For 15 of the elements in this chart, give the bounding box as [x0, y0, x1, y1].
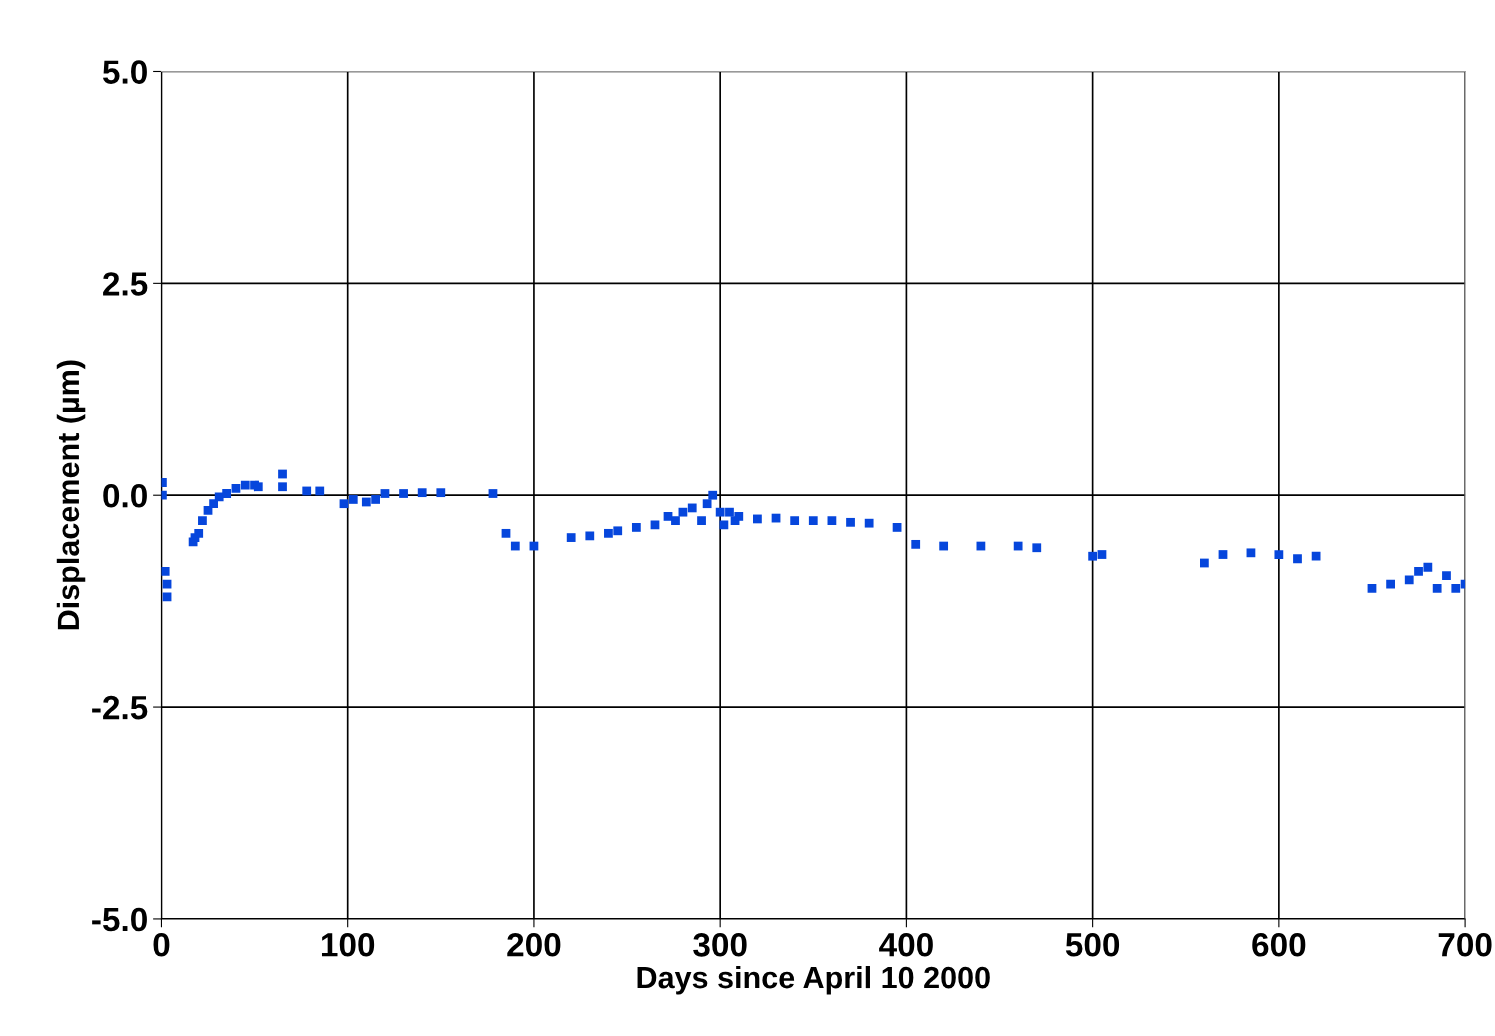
x-tick-label: 300 — [693, 933, 747, 957]
x-axis-title: Days since April 10 2000 — [637, 965, 990, 995]
y-tick-label: -2.5 — [92, 695, 148, 720]
x-tick-label: 500 — [1065, 933, 1120, 957]
x-tick-label: 400 — [879, 933, 933, 957]
x-tick-label: 600 — [1252, 933, 1306, 957]
x-tick-label: 700 — [1438, 933, 1492, 957]
x-tick-label: 100 — [321, 933, 375, 957]
y-tick-label: -5.0 — [92, 907, 147, 932]
y-axis-title: Displacement (µm) — [56, 360, 86, 630]
y-tick-label: 5.0 — [102, 60, 147, 84]
x-tick-label: 200 — [507, 933, 561, 957]
x-tick-label: 0 — [153, 933, 170, 957]
y-tick-label: 0.0 — [103, 484, 147, 508]
y-tick-label: 2.5 — [103, 272, 148, 296]
